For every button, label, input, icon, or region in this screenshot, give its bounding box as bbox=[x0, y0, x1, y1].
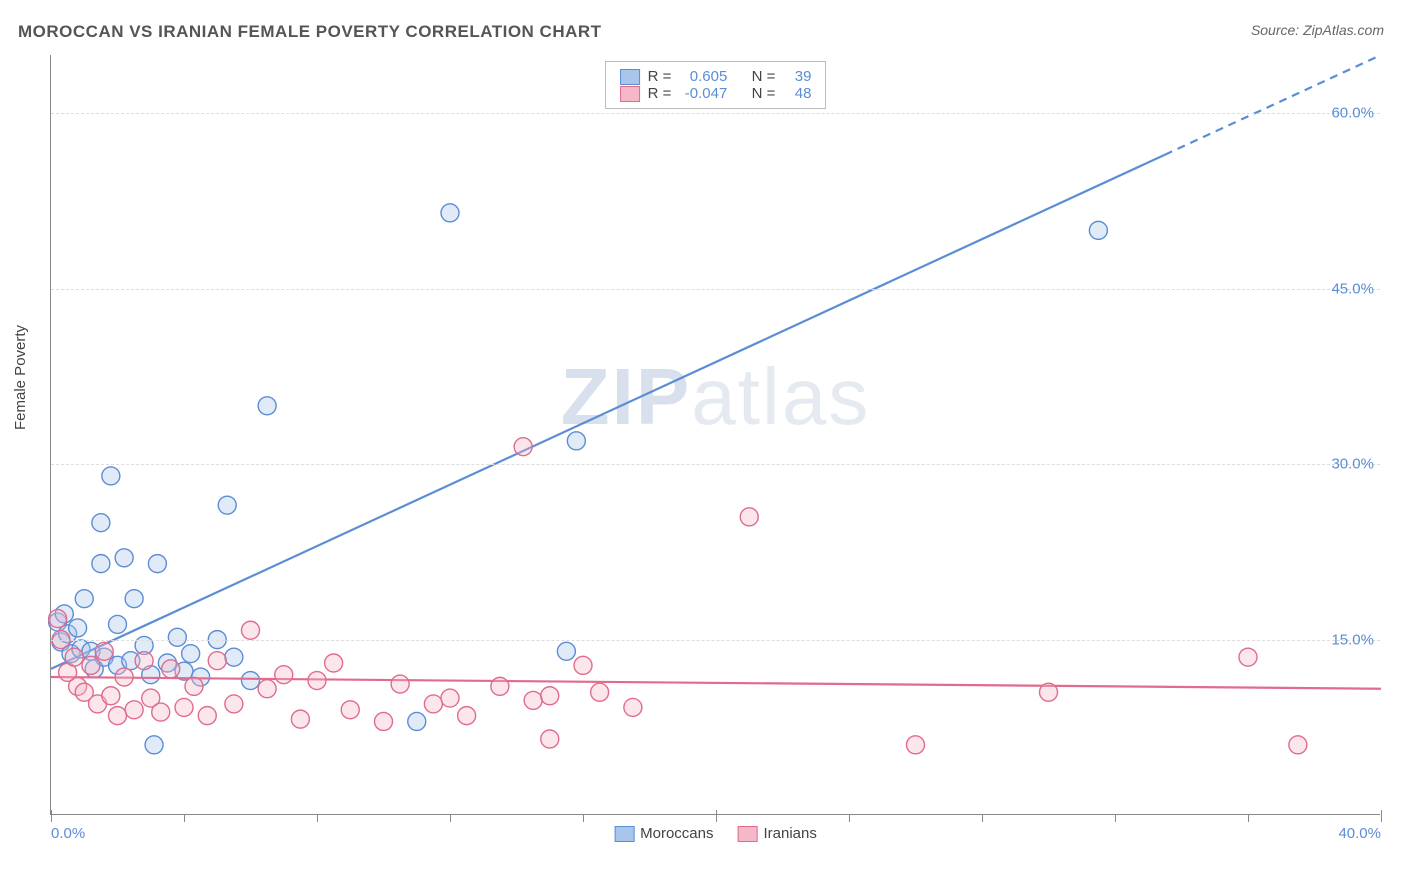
gridline bbox=[51, 464, 1380, 465]
source-label: Source: ZipAtlas.com bbox=[1251, 22, 1384, 38]
x-tick-label: 40.0% bbox=[1338, 825, 1381, 842]
x-minor-tick bbox=[317, 814, 318, 822]
r-value-moroccans: 0.605 bbox=[679, 68, 727, 85]
scatter-plot-svg bbox=[51, 55, 1380, 814]
r-label: R = bbox=[648, 68, 672, 85]
x-minor-tick bbox=[1248, 814, 1249, 822]
r-value-iranians: -0.047 bbox=[679, 85, 727, 102]
series-legend: Moroccans Iranians bbox=[614, 825, 817, 842]
swatch-moroccans bbox=[614, 826, 634, 842]
gridline bbox=[51, 113, 1380, 114]
swatch-iranians bbox=[737, 826, 757, 842]
x-minor-tick bbox=[982, 814, 983, 822]
x-tick-label: 0.0% bbox=[51, 825, 85, 842]
legend-row-iranians: R = -0.047 N = 48 bbox=[620, 85, 812, 102]
gridline bbox=[51, 640, 1380, 641]
gridline bbox=[51, 289, 1380, 290]
legend-label-iranians: Iranians bbox=[763, 825, 816, 842]
r-label: R = bbox=[648, 85, 672, 102]
chart-title: MOROCCAN VS IRANIAN FEMALE POVERTY CORRE… bbox=[18, 22, 602, 42]
legend-label-moroccans: Moroccans bbox=[640, 825, 713, 842]
x-minor-tick bbox=[1115, 814, 1116, 822]
x-tick bbox=[716, 810, 717, 822]
y-axis-label: Female Poverty bbox=[12, 325, 29, 430]
x-minor-tick bbox=[184, 814, 185, 822]
legend-item-moroccans: Moroccans bbox=[614, 825, 713, 842]
y-tick-label: 45.0% bbox=[1331, 280, 1374, 297]
legend-item-iranians: Iranians bbox=[737, 825, 816, 842]
x-tick bbox=[1381, 810, 1382, 822]
n-value-iranians: 48 bbox=[783, 85, 811, 102]
y-tick-label: 30.0% bbox=[1331, 456, 1374, 473]
swatch-iranians bbox=[620, 86, 640, 102]
x-tick bbox=[51, 810, 52, 822]
x-minor-tick bbox=[450, 814, 451, 822]
chart-plot-area: ZIPatlas R = 0.605 N = 39 R = -0.047 N =… bbox=[50, 55, 1380, 815]
n-value-moroccans: 39 bbox=[783, 68, 811, 85]
y-tick-label: 15.0% bbox=[1331, 631, 1374, 648]
y-tick-label: 60.0% bbox=[1331, 105, 1374, 122]
legend-row-moroccans: R = 0.605 N = 39 bbox=[620, 68, 812, 85]
n-label: N = bbox=[752, 68, 776, 85]
swatch-moroccans bbox=[620, 69, 640, 85]
x-minor-tick bbox=[849, 814, 850, 822]
correlation-legend: R = 0.605 N = 39 R = -0.047 N = 48 bbox=[605, 61, 827, 109]
n-label: N = bbox=[752, 85, 776, 102]
x-minor-tick bbox=[583, 814, 584, 822]
